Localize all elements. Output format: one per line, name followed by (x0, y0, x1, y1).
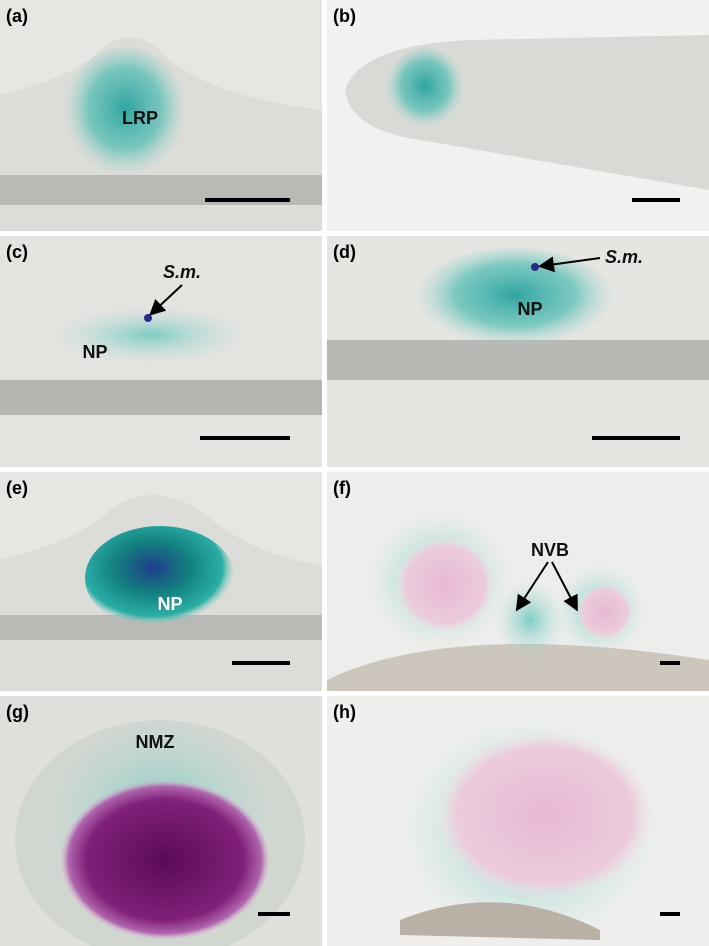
annotation: NMZ (136, 732, 175, 752)
annotation: NP (82, 342, 107, 362)
panel-b: (b) (327, 0, 709, 231)
panel-label: (e) (6, 478, 28, 498)
panel-label: (c) (6, 242, 28, 262)
annotation: NP (517, 299, 542, 319)
panel-c: S.m. NP (c) (0, 236, 322, 467)
panel-label: (b) (333, 6, 356, 26)
annotation: NVB (531, 540, 569, 560)
panel-label: (f) (333, 478, 351, 498)
panel-label: (d) (333, 242, 356, 262)
panel-f: NVB (f) (327, 472, 709, 691)
panel-e: NP (e) (0, 472, 322, 691)
annotation: NP (157, 594, 182, 614)
panel-d: S.m. NP (d) (327, 236, 709, 467)
panel-g: NMZ (g) (0, 696, 322, 946)
annotation: S.m. (163, 262, 201, 282)
panel-a: (a) LRP (0, 0, 322, 232)
annotation: S.m. (605, 247, 643, 267)
panel-label: (g) (6, 702, 29, 722)
panel-label: (h) (333, 702, 356, 722)
panel-label: (a) (6, 6, 28, 26)
panel-h: (h) (327, 696, 709, 946)
annotation: LRP (122, 108, 158, 128)
